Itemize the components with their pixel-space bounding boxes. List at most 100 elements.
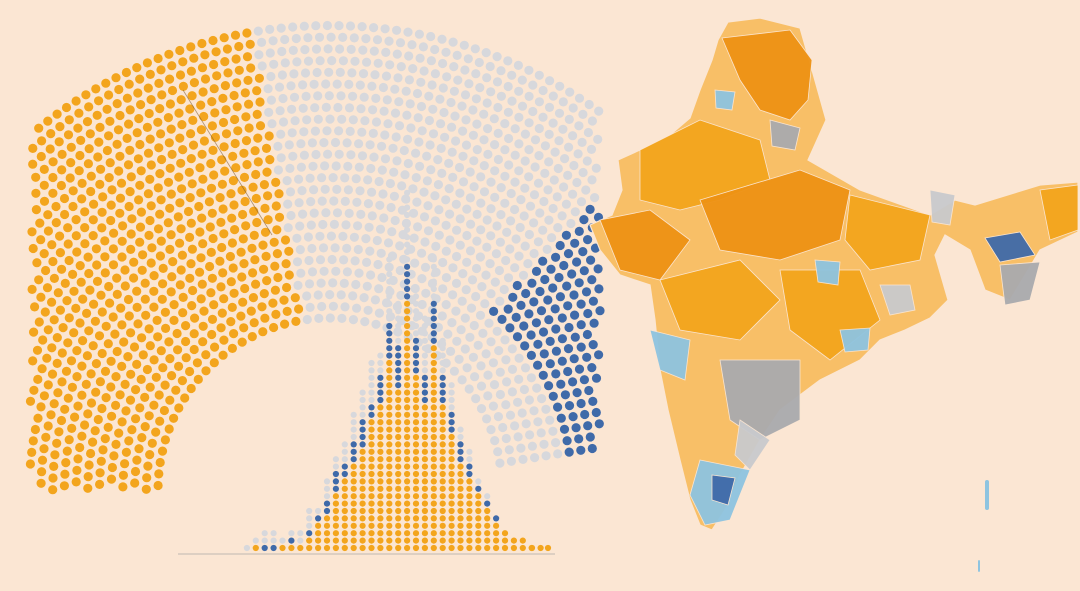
- seat-dot: [436, 119, 446, 129]
- histogram-dot: [439, 470, 446, 478]
- seat-dot: [140, 422, 150, 432]
- seat-dot: [307, 138, 317, 148]
- histogram-dot: [341, 493, 348, 500]
- seat-dot: [290, 293, 300, 303]
- seat-dot: [511, 312, 521, 322]
- seat-dot: [305, 173, 315, 183]
- seat-dot: [366, 270, 376, 280]
- seat-dot: [166, 230, 176, 240]
- seat-dot: [465, 193, 475, 203]
- seat-dot: [342, 267, 352, 277]
- histogram-dot: [386, 396, 393, 404]
- seat-dot: [493, 102, 503, 113]
- seat-dot: [510, 124, 520, 134]
- seat-dot: [232, 102, 242, 112]
- seat-dot: [84, 268, 94, 279]
- histogram-dot: [386, 382, 393, 389]
- histogram-dot: [412, 470, 420, 478]
- histogram-dot: [377, 396, 384, 404]
- seat-dot: [390, 108, 401, 118]
- seat-dot: [538, 327, 549, 337]
- histogram-dot: [404, 219, 411, 226]
- seat-dot: [313, 114, 323, 124]
- histogram-dot: [439, 485, 446, 492]
- seat-dot: [374, 284, 384, 294]
- histogram-dot: [368, 426, 375, 433]
- histogram-dot: [457, 470, 464, 478]
- histogram-dot: [412, 322, 420, 330]
- seat-dot: [125, 187, 135, 197]
- histogram-dot: [368, 382, 375, 389]
- histogram-dot: [448, 507, 455, 515]
- histogram-dot: [404, 544, 411, 552]
- seat-dot: [103, 422, 113, 432]
- histogram-dot: [306, 537, 313, 544]
- seat-dot: [57, 264, 67, 274]
- seat-dot: [309, 79, 319, 89]
- histogram-dot: [359, 396, 366, 404]
- histogram-dot: [386, 478, 393, 485]
- seat-dot: [309, 185, 319, 195]
- seat-dot: [462, 230, 472, 241]
- seat-dot: [396, 62, 406, 72]
- seat-dot: [321, 102, 331, 112]
- histogram-dot: [332, 485, 339, 492]
- histogram-dot: [404, 470, 411, 478]
- seat-dot: [524, 91, 534, 101]
- histogram-dot: [341, 485, 348, 492]
- seat-dot: [121, 67, 131, 78]
- seat-dot: [562, 436, 572, 446]
- histogram-dot: [439, 352, 446, 359]
- seat-dot: [534, 151, 544, 161]
- seat-dot: [163, 218, 173, 228]
- seat-dot: [57, 149, 67, 159]
- seat-dot: [417, 248, 427, 258]
- histogram-dot: [448, 433, 455, 441]
- seat-dot: [132, 455, 142, 465]
- histogram-dot: [377, 463, 384, 470]
- histogram-dot: [386, 500, 393, 507]
- histogram-dot: [386, 515, 393, 522]
- seat-dot: [260, 227, 271, 237]
- seat-dot: [486, 337, 496, 347]
- seat-dot: [260, 313, 270, 323]
- seat-dot: [228, 263, 238, 273]
- histogram-dot: [377, 441, 384, 448]
- seat-dot: [358, 69, 369, 79]
- histogram-dot: [279, 544, 286, 552]
- histogram-dot: [350, 522, 357, 529]
- histogram-dot: [323, 485, 331, 492]
- seat-dot: [43, 380, 53, 390]
- seat-dot: [559, 260, 569, 271]
- seat-dot: [343, 185, 353, 195]
- seat-dot: [220, 166, 230, 176]
- seat-dot: [74, 166, 84, 176]
- histogram-dot: [270, 544, 277, 552]
- seat-dot: [526, 350, 537, 360]
- seat-dot: [502, 377, 512, 387]
- seat-dot: [344, 79, 354, 89]
- histogram-dot: [421, 507, 428, 515]
- seat-dot: [582, 329, 593, 340]
- seat-dot: [294, 198, 304, 208]
- seat-dot: [92, 260, 102, 270]
- seat-dot: [521, 288, 531, 299]
- seat-dot: [534, 97, 545, 107]
- seat-dot: [68, 201, 78, 212]
- seat-dot: [237, 185, 247, 195]
- seat-dot: [153, 480, 163, 491]
- seat-dot: [108, 312, 118, 322]
- seat-dot: [97, 223, 107, 233]
- histogram-dot: [404, 234, 411, 241]
- histogram-dot: [404, 515, 411, 522]
- seat-dot: [161, 323, 171, 333]
- seat-dot: [217, 155, 227, 165]
- seat-dot: [230, 114, 240, 125]
- histogram-dot: [341, 500, 348, 507]
- seat-dot: [160, 380, 170, 390]
- histogram-dot: [404, 507, 411, 515]
- seat-dot: [138, 350, 148, 360]
- seat-dot: [524, 145, 534, 155]
- seat-dot: [88, 437, 98, 447]
- seat-dot: [568, 189, 578, 199]
